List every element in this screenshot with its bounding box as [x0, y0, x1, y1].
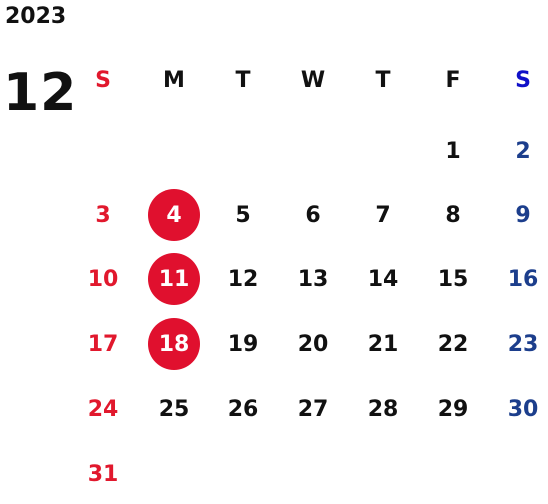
day-cell: 17 [68, 314, 138, 374]
day-number: 2 [515, 138, 531, 164]
day-number: 18 [148, 318, 200, 370]
weekday-header: S [95, 67, 111, 93]
day-number: 15 [437, 266, 469, 292]
day-cell: 24 [68, 379, 138, 439]
day-cell: 14 [348, 249, 418, 309]
day-cell: 9 [488, 185, 548, 245]
day-cell: 3 [68, 185, 138, 245]
day-cell: 25 [139, 379, 209, 439]
day-cell: 23 [488, 314, 548, 374]
day-number: 5 [235, 202, 251, 228]
day-number: 8 [445, 202, 461, 228]
day-number: 30 [507, 396, 539, 422]
day-number: 29 [437, 396, 469, 422]
day-number: 6 [305, 202, 321, 228]
day-number: 17 [87, 331, 119, 357]
day-number: 11 [148, 253, 200, 305]
day-number: 14 [367, 266, 399, 292]
day-cell: 12 [208, 249, 278, 309]
day-number: 3 [95, 202, 111, 228]
day-number: 10 [87, 266, 119, 292]
day-number: 31 [87, 461, 119, 487]
weekday-header: W [300, 67, 326, 93]
weekday-header: M [163, 67, 185, 93]
day-cell: 6 [278, 185, 348, 245]
day-cell: 22 [418, 314, 488, 374]
day-number: 28 [367, 396, 399, 422]
day-number: 19 [227, 331, 259, 357]
day-cell: 15 [418, 249, 488, 309]
weekday-header: T [235, 67, 251, 93]
day-number: 9 [515, 202, 531, 228]
day-number: 22 [437, 331, 469, 357]
day-number: 26 [227, 396, 259, 422]
day-cell: 13 [278, 249, 348, 309]
day-cell: 26 [208, 379, 278, 439]
weekday-header: F [445, 67, 461, 93]
day-number: 24 [87, 396, 119, 422]
highlighted-day-cell: 4 [139, 185, 209, 245]
day-cell: 8 [418, 185, 488, 245]
day-cell: 21 [348, 314, 418, 374]
day-cell: 29 [418, 379, 488, 439]
day-number: 12 [227, 266, 259, 292]
day-number: 20 [297, 331, 329, 357]
day-cell: 20 [278, 314, 348, 374]
day-number: 7 [375, 202, 391, 228]
day-cell: 1 [418, 121, 488, 181]
day-cell: 31 [68, 444, 138, 504]
day-number: 27 [297, 396, 329, 422]
month-label: 12 [3, 63, 78, 123]
day-cell: 19 [208, 314, 278, 374]
year-label: 2023 [5, 4, 67, 29]
day-number: 1 [445, 138, 461, 164]
day-cell: 7 [348, 185, 418, 245]
day-number: 16 [507, 266, 539, 292]
day-number: 4 [148, 189, 200, 241]
highlighted-day-cell: 11 [139, 249, 209, 309]
weekday-header: S [515, 67, 531, 93]
day-cell: 5 [208, 185, 278, 245]
day-cell: 10 [68, 249, 138, 309]
day-number: 13 [297, 266, 329, 292]
day-number: 23 [507, 331, 539, 357]
day-cell: 30 [488, 379, 548, 439]
day-cell: 2 [488, 121, 548, 181]
weekday-header: T [375, 67, 391, 93]
day-number: 25 [158, 396, 190, 422]
day-number: 21 [367, 331, 399, 357]
highlighted-day-cell: 18 [139, 314, 209, 374]
day-cell: 16 [488, 249, 548, 309]
day-cell: 28 [348, 379, 418, 439]
day-cell: 27 [278, 379, 348, 439]
